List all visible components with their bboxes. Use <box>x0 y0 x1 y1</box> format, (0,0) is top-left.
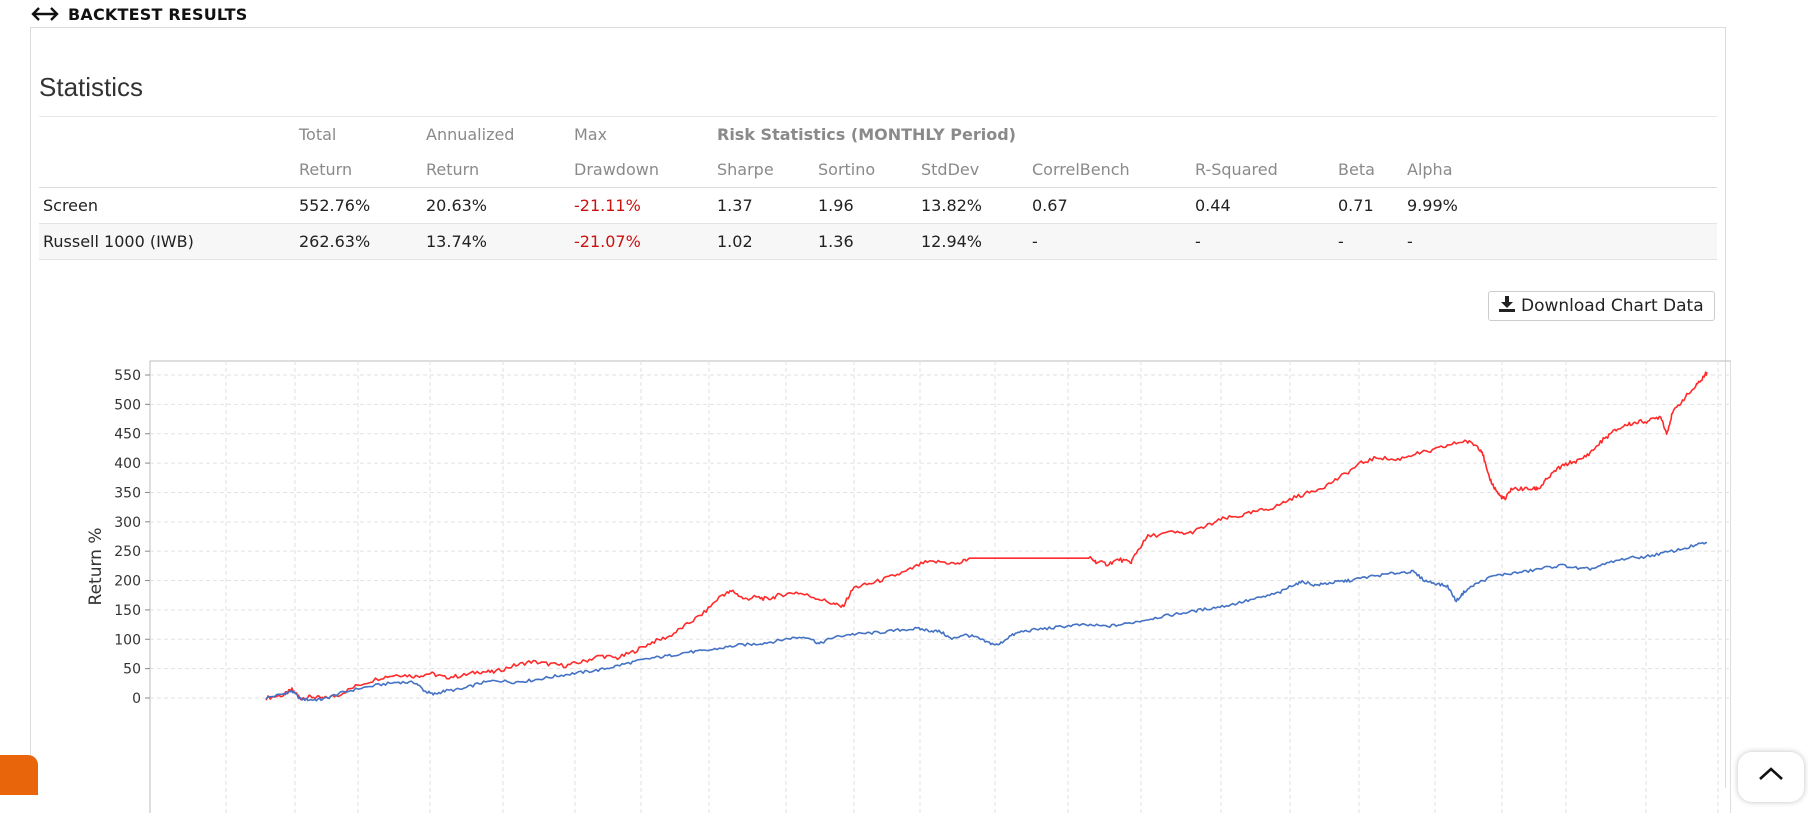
download-icon <box>1499 295 1515 317</box>
sharpe-cell: 1.37 <box>713 187 814 224</box>
r-squared-cell: - <box>1191 223 1334 260</box>
header-cell: Max <box>570 116 713 152</box>
statistics-table: Total Annualized Max Risk Statistics (MO… <box>39 116 1717 260</box>
double-arrow-icon[interactable] <box>30 4 60 24</box>
beta-cell: - <box>1334 223 1403 260</box>
chevron-up-icon <box>1757 766 1785 802</box>
return-chart: 0 50 100 150 200 250 300 350 400 450 500 550 Return … <box>86 360 1731 813</box>
statistics-table-container: Total Annualized Max Risk Statistics (MO… <box>39 116 1717 260</box>
scroll-to-top-button[interactable] <box>1738 752 1804 802</box>
table-row: Russell 1000 (IWB) 262.63% 13.74% -21.07… <box>39 223 1717 260</box>
header-cell: Sharpe <box>713 152 814 188</box>
y-tick-label: 300 <box>114 515 141 531</box>
statistics-title: Statistics <box>39 72 144 102</box>
series-line-screen <box>265 371 1708 701</box>
results-panel: Statistics Total Annualized Max Risk Sta… <box>30 27 1731 813</box>
header-cell: Sortino <box>814 152 917 188</box>
max-drawdown-cell: -21.11% <box>570 187 713 224</box>
sortino-cell: 1.96 <box>814 187 917 224</box>
table-row: Screen 552.76% 20.63% -21.11% 1.37 1.96 … <box>39 187 1717 224</box>
series-line-benchmark <box>265 541 1708 702</box>
section-title: BACKTEST RESULTS <box>68 4 248 24</box>
header-cell: Return <box>295 152 422 188</box>
risk-statistics-header: Risk Statistics (MONTHLY Period) <box>713 116 1717 152</box>
y-tick-label: 250 <box>114 544 141 560</box>
header-cell: Drawdown <box>570 152 713 188</box>
row-label: Russell 1000 (IWB) <box>39 223 295 260</box>
r-squared-cell: 0.44 <box>1191 187 1334 224</box>
feedback-tab[interactable] <box>0 755 38 795</box>
download-button-label: Download Chart Data <box>1521 296 1704 316</box>
total-return-cell: 552.76% <box>295 187 422 224</box>
y-tick-label: 400 <box>114 456 141 472</box>
stddev-cell: 12.94% <box>917 223 1028 260</box>
total-return-cell: 262.63% <box>295 223 422 260</box>
y-tick-label: 450 <box>114 427 141 443</box>
row-label: Screen <box>39 187 295 224</box>
max-drawdown-cell: -21.07% <box>570 223 713 260</box>
plot-area <box>149 360 1731 813</box>
y-tick-label: 150 <box>114 603 141 619</box>
header-cell: Annualized <box>422 116 570 152</box>
header-cell <box>39 116 295 152</box>
y-tick-label: 550 <box>114 368 141 384</box>
backtest-results-header[interactable]: BACKTEST RESULTS <box>30 2 248 26</box>
y-axis-label: Return % <box>86 528 106 606</box>
y-tick-label: 500 <box>114 397 141 413</box>
annualized-return-cell: 13.74% <box>422 223 570 260</box>
sharpe-cell: 1.02 <box>713 223 814 260</box>
y-tick-label: 350 <box>114 485 141 501</box>
y-tick-label: 100 <box>114 632 141 648</box>
header-cell: Beta <box>1334 152 1403 188</box>
sortino-cell: 1.36 <box>814 223 917 260</box>
correlbench-cell: 0.67 <box>1028 187 1191 224</box>
header-cell: Total <box>295 116 422 152</box>
y-tick-label: 50 <box>123 662 141 678</box>
header-cell: CorrelBench <box>1028 152 1191 188</box>
header-cell: StdDev <box>917 152 1028 188</box>
download-chart-data-button[interactable]: Download Chart Data <box>1488 291 1715 321</box>
y-tick-label: 200 <box>114 574 141 590</box>
alpha-cell: 9.99% <box>1403 187 1717 224</box>
stddev-cell: 13.82% <box>917 187 1028 224</box>
header-row-1: Total Annualized Max Risk Statistics (MO… <box>39 116 1717 152</box>
header-cell <box>39 152 295 188</box>
beta-cell: 0.71 <box>1334 187 1403 224</box>
header-cell: Return <box>422 152 570 188</box>
correlbench-cell: - <box>1028 223 1191 260</box>
header-row-2: Return Return Drawdown Sharpe Sortino St… <box>39 152 1717 188</box>
y-tick-label: 0 <box>132 691 141 707</box>
alpha-cell: - <box>1403 223 1717 260</box>
header-cell: Alpha <box>1403 152 1717 188</box>
annualized-return-cell: 20.63% <box>422 187 570 224</box>
header-cell: R-Squared <box>1191 152 1334 188</box>
